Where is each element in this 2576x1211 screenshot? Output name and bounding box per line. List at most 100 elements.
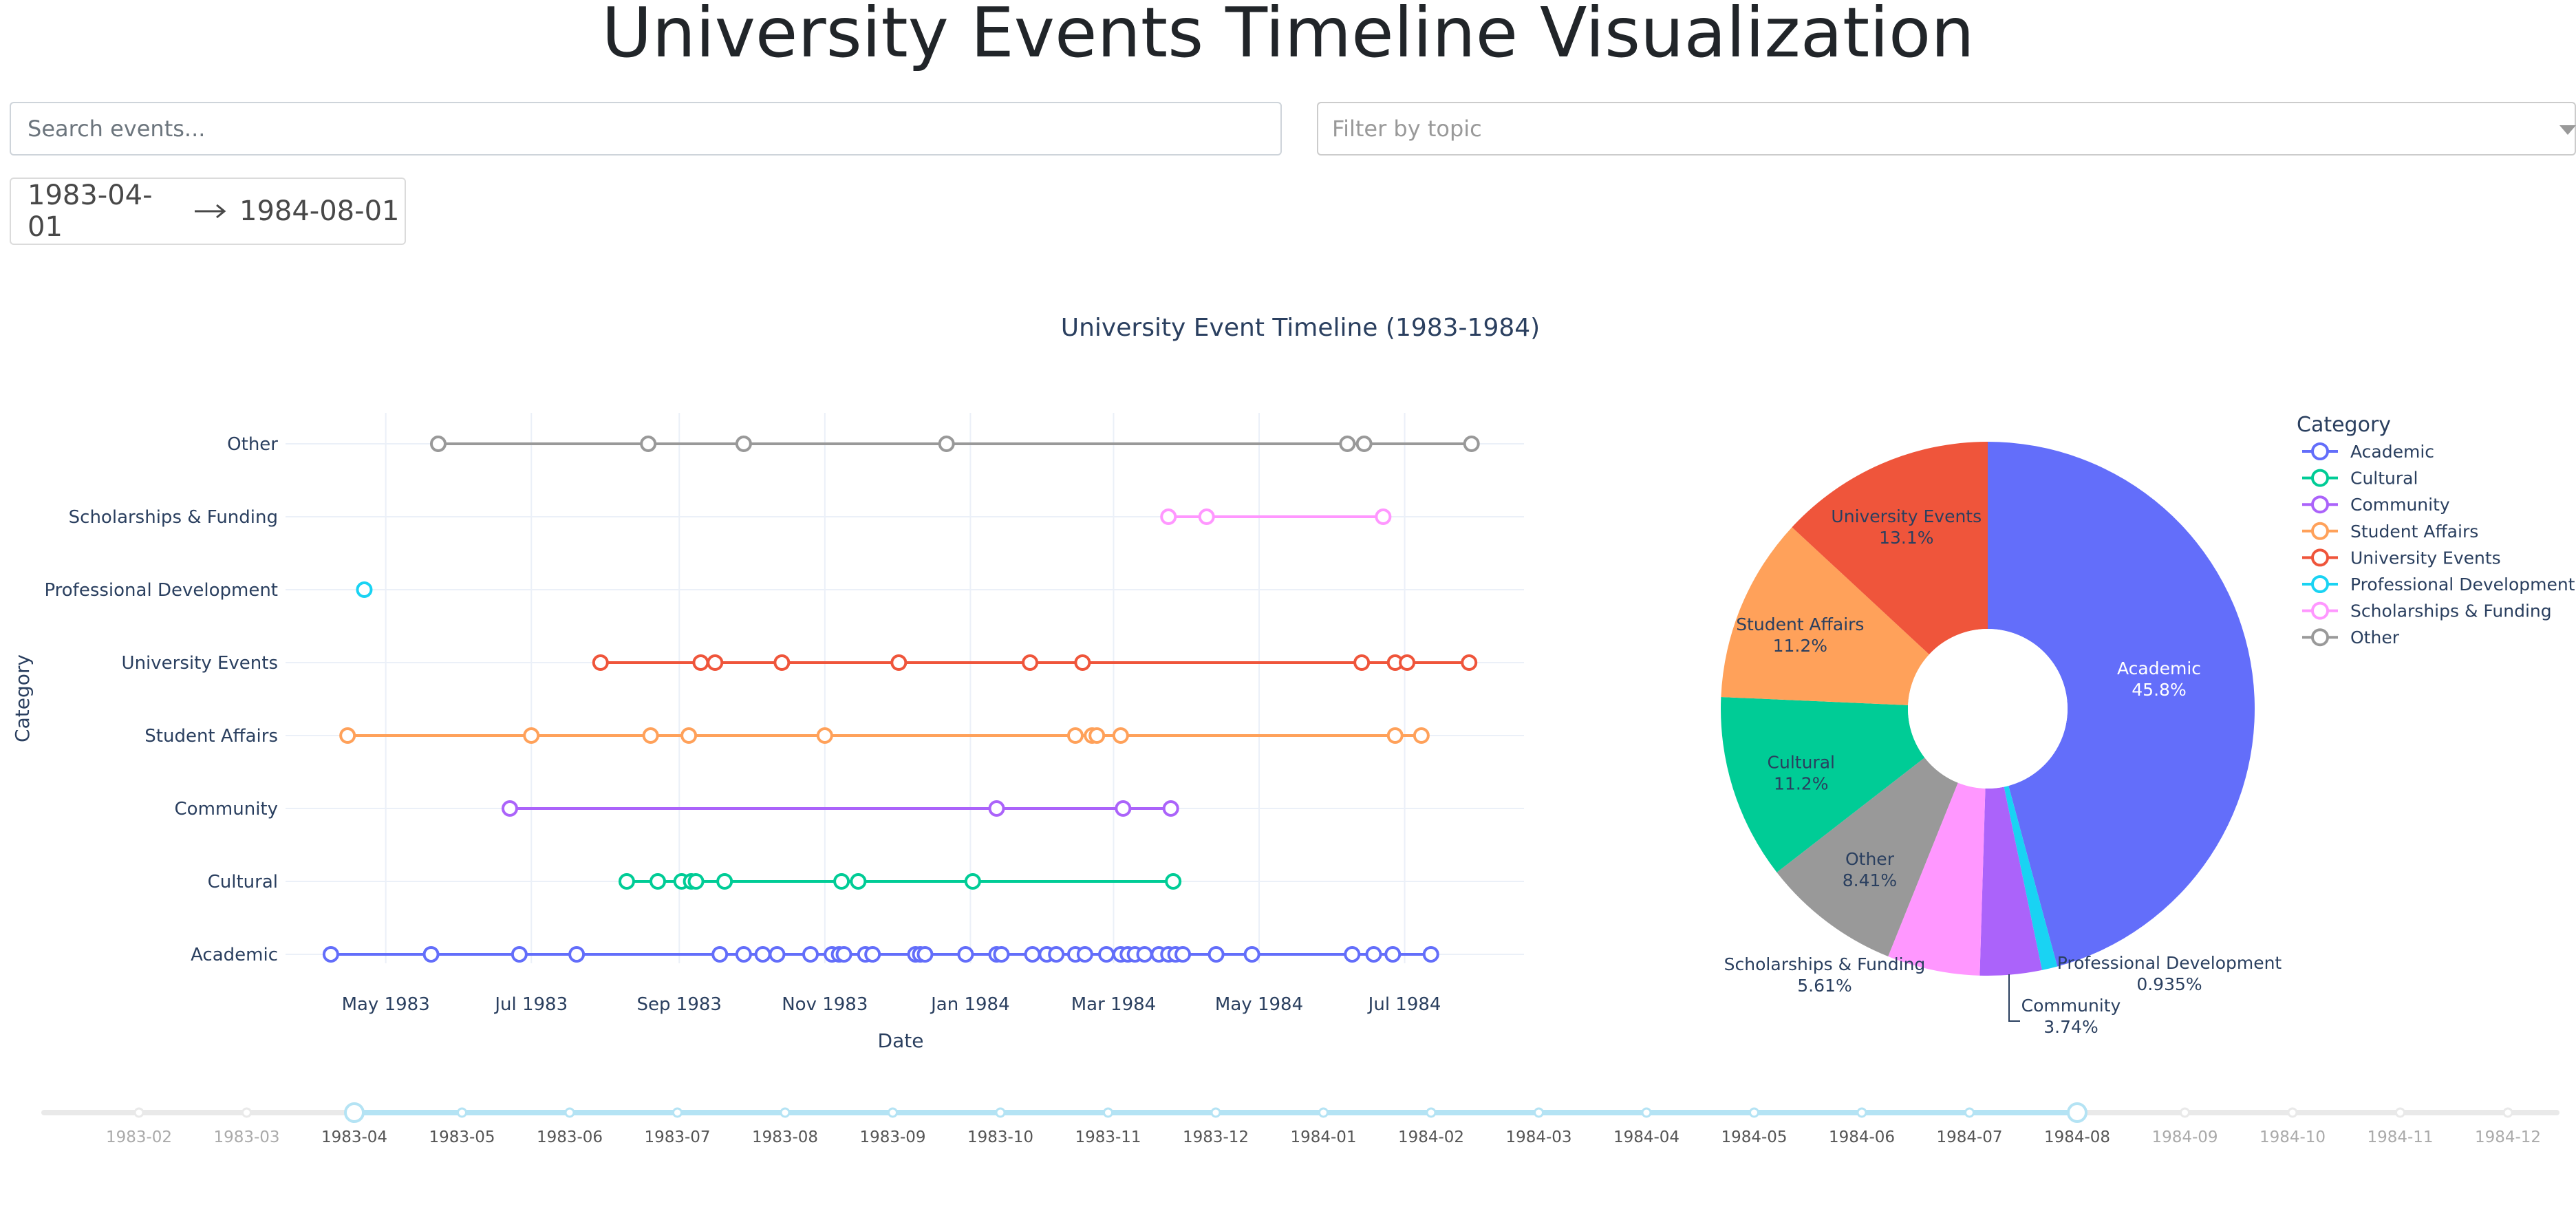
legend-item-other[interactable]: Other (2302, 628, 2400, 647)
slider-mark-label[interactable]: 1983-07 (644, 1128, 710, 1146)
slider-dot[interactable] (564, 1107, 575, 1118)
slider-mark-label[interactable]: 1984-12 (2475, 1128, 2541, 1146)
event-point-university-events[interactable] (1461, 654, 1478, 671)
slider-mark-label[interactable]: 1983-08 (752, 1128, 818, 1146)
event-point-university-events[interactable] (1399, 654, 1416, 671)
slider-mark-label[interactable]: 1984-05 (1721, 1128, 1787, 1146)
slider-dot[interactable] (1856, 1107, 1867, 1118)
event-point-university-events[interactable] (1074, 654, 1091, 671)
slider-mark-label[interactable]: 1983-04 (321, 1128, 387, 1146)
event-point-professional-development[interactable] (356, 581, 373, 598)
pie-slice-cultural[interactable] (1721, 696, 1925, 872)
slider-dot[interactable] (1964, 1107, 1975, 1118)
event-point-university-events[interactable] (773, 654, 791, 671)
date-range-picker[interactable]: 1983-04-01 1984-08-01 (10, 178, 406, 245)
slider-dot[interactable] (2395, 1107, 2405, 1118)
event-point-student-affairs[interactable] (1066, 727, 1084, 744)
event-point-academic[interactable] (1076, 946, 1093, 963)
event-point-university-events[interactable] (1353, 654, 1371, 671)
event-point-academic[interactable] (1098, 946, 1115, 963)
slider-mark-label[interactable]: 1983-09 (859, 1128, 925, 1146)
event-point-community[interactable] (1115, 800, 1132, 817)
event-point-academic[interactable] (1136, 946, 1153, 963)
slider-dot[interactable] (1318, 1107, 1329, 1118)
event-point-student-affairs[interactable] (642, 727, 659, 744)
legend-item-community[interactable]: Community (2302, 495, 2450, 515)
slider-dot[interactable] (242, 1107, 252, 1118)
start-date-input[interactable]: 1983-04-01 (28, 180, 153, 243)
pie-slice-academic[interactable] (1988, 442, 2255, 967)
legend-item-professional-development[interactable]: Professional Development (2302, 575, 2575, 594)
event-point-other[interactable] (1339, 436, 1356, 452)
legend-item-academic[interactable]: Academic (2302, 442, 2434, 462)
event-point-other[interactable] (938, 436, 955, 452)
topic-filter-dropdown[interactable]: Filter by topic (1317, 102, 2576, 156)
event-point-academic[interactable] (735, 946, 752, 963)
pie-slice-community[interactable] (1979, 786, 2042, 976)
pie-slice-student-affairs[interactable] (1721, 527, 1929, 705)
event-point-cultural[interactable] (618, 873, 635, 890)
event-point-student-affairs[interactable] (1088, 727, 1106, 744)
slider-mark-label[interactable]: 1983-11 (1075, 1128, 1141, 1146)
slider-mark-label[interactable]: 1983-02 (106, 1128, 172, 1146)
event-point-academic[interactable] (422, 946, 440, 963)
event-point-other[interactable] (640, 436, 657, 452)
event-point-student-affairs[interactable] (680, 727, 698, 744)
slider-dot[interactable] (1210, 1107, 1221, 1118)
event-point-university-events[interactable] (692, 654, 709, 671)
slider-dot[interactable] (1103, 1107, 1113, 1118)
event-point-cultural[interactable] (850, 873, 867, 890)
slider-dot[interactable] (457, 1107, 467, 1118)
event-point-academic[interactable] (1365, 946, 1382, 963)
slider-mark-label[interactable]: 1983-12 (1183, 1128, 1249, 1146)
slider-mark-label[interactable]: 1984-11 (2367, 1128, 2433, 1146)
event-point-academic[interactable] (1422, 946, 1439, 963)
event-point-academic[interactable] (1048, 946, 1065, 963)
event-point-student-affairs[interactable] (1386, 727, 1404, 744)
slider-dot[interactable] (888, 1107, 898, 1118)
event-point-university-events[interactable] (707, 654, 724, 671)
slider-mark-label[interactable]: 1984-09 (2151, 1128, 2218, 1146)
pie-slice-scholarships-and-funding[interactable] (1888, 782, 1986, 976)
slider-mark-label[interactable]: 1984-08 (2044, 1128, 2110, 1146)
event-point-academic[interactable] (322, 946, 339, 963)
event-point-other[interactable] (1463, 436, 1480, 452)
event-point-academic[interactable] (1344, 946, 1361, 963)
event-point-other[interactable] (1355, 436, 1373, 452)
event-point-cultural[interactable] (650, 873, 667, 890)
slider-dot[interactable] (2502, 1107, 2513, 1118)
legend-item-student-affairs[interactable]: Student Affairs (2302, 522, 2478, 542)
event-point-university-events[interactable] (890, 654, 908, 671)
slider-end-handle[interactable] (2067, 1102, 2087, 1123)
event-point-cultural[interactable] (1165, 873, 1182, 890)
event-point-academic[interactable] (769, 946, 786, 963)
event-point-academic[interactable] (1243, 946, 1260, 963)
slider-mark-label[interactable]: 1984-06 (1829, 1128, 1895, 1146)
event-point-academic[interactable] (568, 946, 586, 963)
slider-mark-label[interactable]: 1984-04 (1613, 1128, 1679, 1146)
event-point-academic[interactable] (1174, 946, 1192, 963)
slider-mark-label[interactable]: 1983-10 (967, 1128, 1033, 1146)
event-point-academic[interactable] (916, 946, 934, 963)
slider-dot[interactable] (672, 1107, 683, 1118)
event-point-cultural[interactable] (964, 873, 981, 890)
event-point-academic[interactable] (957, 946, 974, 963)
slider-mark-label[interactable]: 1984-07 (1936, 1128, 2002, 1146)
event-point-other[interactable] (735, 436, 752, 452)
event-point-student-affairs[interactable] (1413, 727, 1430, 744)
slider-mark-label[interactable]: 1984-02 (1398, 1128, 1464, 1146)
slider-mark-label[interactable]: 1983-03 (213, 1128, 279, 1146)
slider-start-handle[interactable] (344, 1102, 365, 1123)
event-point-academic[interactable] (511, 946, 528, 963)
slider-dot[interactable] (133, 1107, 144, 1118)
legend-item-cultural[interactable]: Cultural (2302, 469, 2418, 489)
event-point-academic[interactable] (1208, 946, 1225, 963)
slider-dot[interactable] (780, 1107, 791, 1118)
slider-dot[interactable] (2287, 1107, 2298, 1118)
slider-mark-label[interactable]: 1984-10 (2260, 1128, 2326, 1146)
event-point-academic[interactable] (1384, 946, 1402, 963)
event-point-scholarships-and-funding[interactable] (1375, 508, 1392, 525)
pie-slice-other[interactable] (1777, 758, 1958, 956)
event-point-cultural[interactable] (687, 873, 705, 890)
event-point-university-events[interactable] (1022, 654, 1039, 671)
